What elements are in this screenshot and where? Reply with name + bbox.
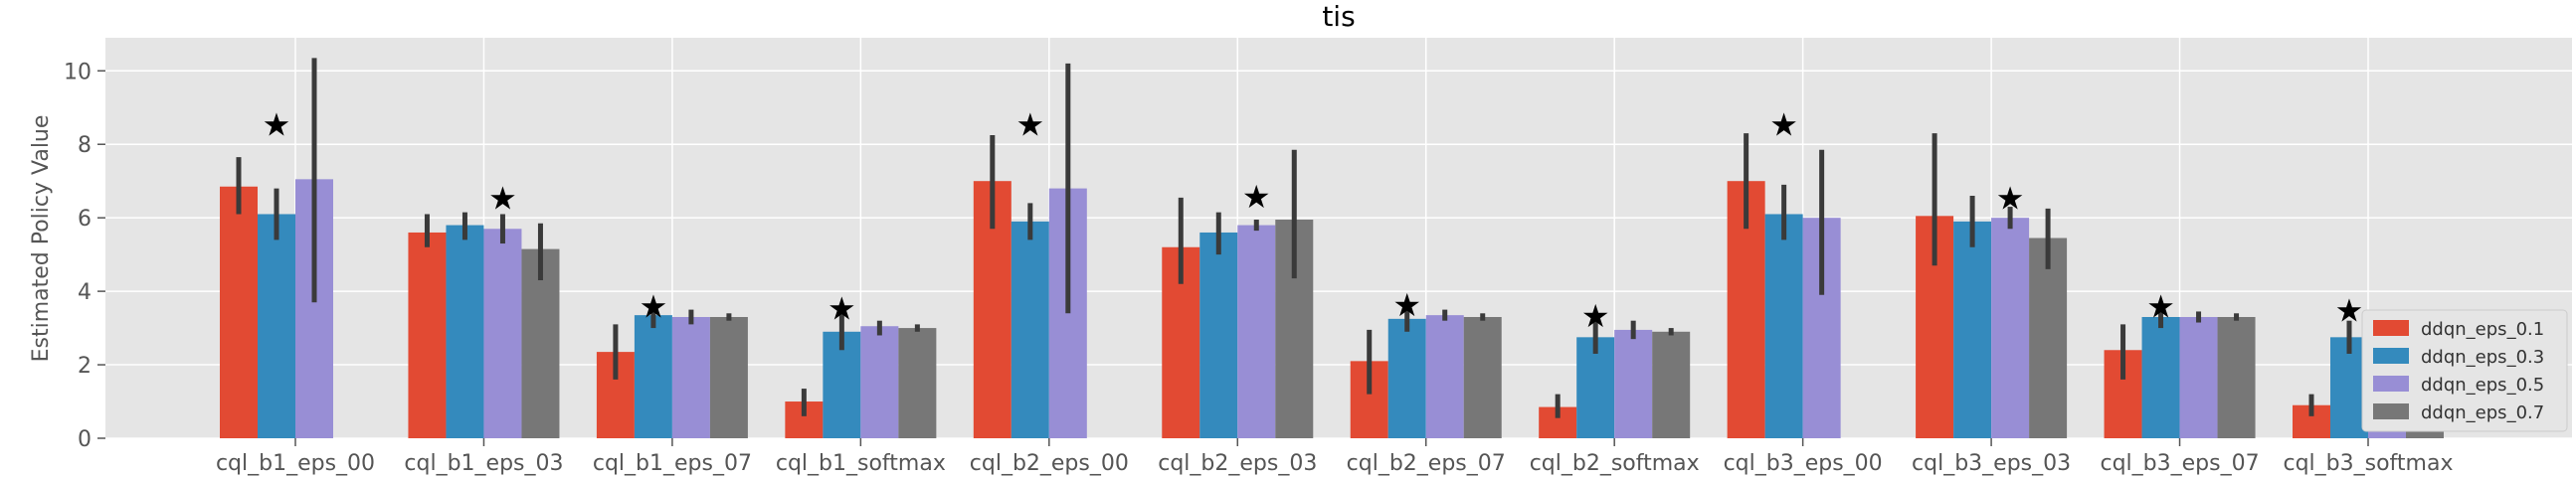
bars: [220, 179, 2444, 438]
bar: [220, 186, 258, 438]
bar: [1764, 214, 1803, 438]
y-tick-label: 10: [64, 60, 92, 84]
x-tick-label: cql_b3_eps_03: [1912, 451, 2071, 476]
legend-label: ddqn_eps_0.5: [2421, 375, 2544, 396]
bar: [860, 326, 899, 438]
bar: [1953, 221, 1992, 438]
x-tick-label: cql_b2_eps_00: [970, 451, 1129, 476]
bar: [634, 315, 672, 438]
star-marker: ★: [640, 288, 668, 326]
bar: [671, 316, 710, 438]
bar: [1991, 218, 2030, 438]
bar: [1576, 337, 1615, 438]
y-tick-label: 0: [78, 427, 92, 452]
legend-box: [2361, 309, 2568, 432]
x-tick-label: cql_b2_eps_07: [1347, 451, 1506, 476]
bar: [446, 225, 484, 438]
legend-label: ddqn_eps_0.3: [2421, 347, 2544, 368]
bar: [2141, 316, 2180, 438]
x-tick-label: cql_b3_softmax: [2284, 451, 2454, 476]
star-marker: ★: [1769, 106, 1798, 144]
bar: [1463, 316, 1502, 438]
star-marker: ★: [263, 106, 291, 144]
x-tick-label: cql_b2_eps_03: [1158, 451, 1317, 476]
legend-label: ddqn_eps_0.7: [2421, 402, 2544, 423]
x-tick-label: cql_b1_eps_00: [216, 451, 375, 476]
y-axis-title: Estimated Policy Value: [29, 115, 54, 363]
star-markers: ★ ★ ★ ★ ★ ★ ★ ★ ★ ★ ★ ★: [263, 106, 2364, 335]
legend: ddqn_eps_0.1 ddqn_eps_0.3 ddqn_eps_0.5ddqn…: [2361, 309, 2568, 432]
x-tick-label: cql_b3_eps_00: [1724, 451, 1883, 476]
bar: [2217, 316, 2256, 438]
legend-label: ddqn_eps_0.1: [2421, 319, 2544, 340]
star-marker: ★: [2146, 288, 2175, 326]
bar: [483, 229, 522, 438]
x-axis-ticks: cql_b1_eps_00 cql_b1_eps_03 cql_b1_eps_07 c…: [216, 438, 2454, 476]
star-marker: ★: [1581, 297, 1610, 335]
x-tick-label: cql_b1_eps_07: [593, 451, 752, 476]
star-marker: ★: [2335, 291, 2364, 329]
legend-swatch: [2373, 376, 2409, 392]
bar: [709, 316, 748, 438]
x-tick-label: cql_b1_softmax: [776, 451, 946, 476]
bar: [1199, 232, 1238, 438]
legend-swatch: [2373, 348, 2409, 364]
star-marker: ★: [1015, 106, 1044, 144]
bar: [1652, 331, 1691, 438]
star-marker: ★: [1996, 180, 2025, 218]
y-axis-ticks: 0 2 4 6 8 10: [64, 60, 105, 452]
bar: [1614, 329, 1653, 438]
bar: [1387, 318, 1426, 438]
star-marker: ★: [828, 290, 856, 328]
bar: [898, 328, 937, 438]
bar: [408, 232, 447, 438]
y-tick-label: 6: [78, 207, 92, 232]
x-tick-label: cql_b2_softmax: [1530, 451, 1700, 476]
star-marker: ★: [1242, 178, 1271, 216]
legend-swatch: [2373, 320, 2409, 336]
bar: [258, 214, 295, 438]
legend-swatch: [2373, 403, 2409, 419]
star-marker: ★: [488, 180, 517, 218]
y-tick-label: 2: [78, 354, 92, 379]
bar: [1011, 221, 1049, 438]
chart-title: tis: [1322, 0, 1355, 33]
bar: [521, 248, 560, 438]
bar: [1237, 225, 1276, 438]
bar: [2029, 238, 2068, 438]
x-tick-label: cql_b3_eps_07: [2100, 451, 2259, 476]
bar: [2179, 316, 2218, 438]
bar: [1425, 315, 1464, 438]
y-tick-label: 8: [78, 133, 92, 158]
error-bars: [236, 58, 2428, 418]
star-marker: ★: [1392, 286, 1421, 324]
y-tick-label: 4: [78, 280, 92, 305]
x-tick-label: cql_b1_eps_03: [404, 451, 563, 476]
